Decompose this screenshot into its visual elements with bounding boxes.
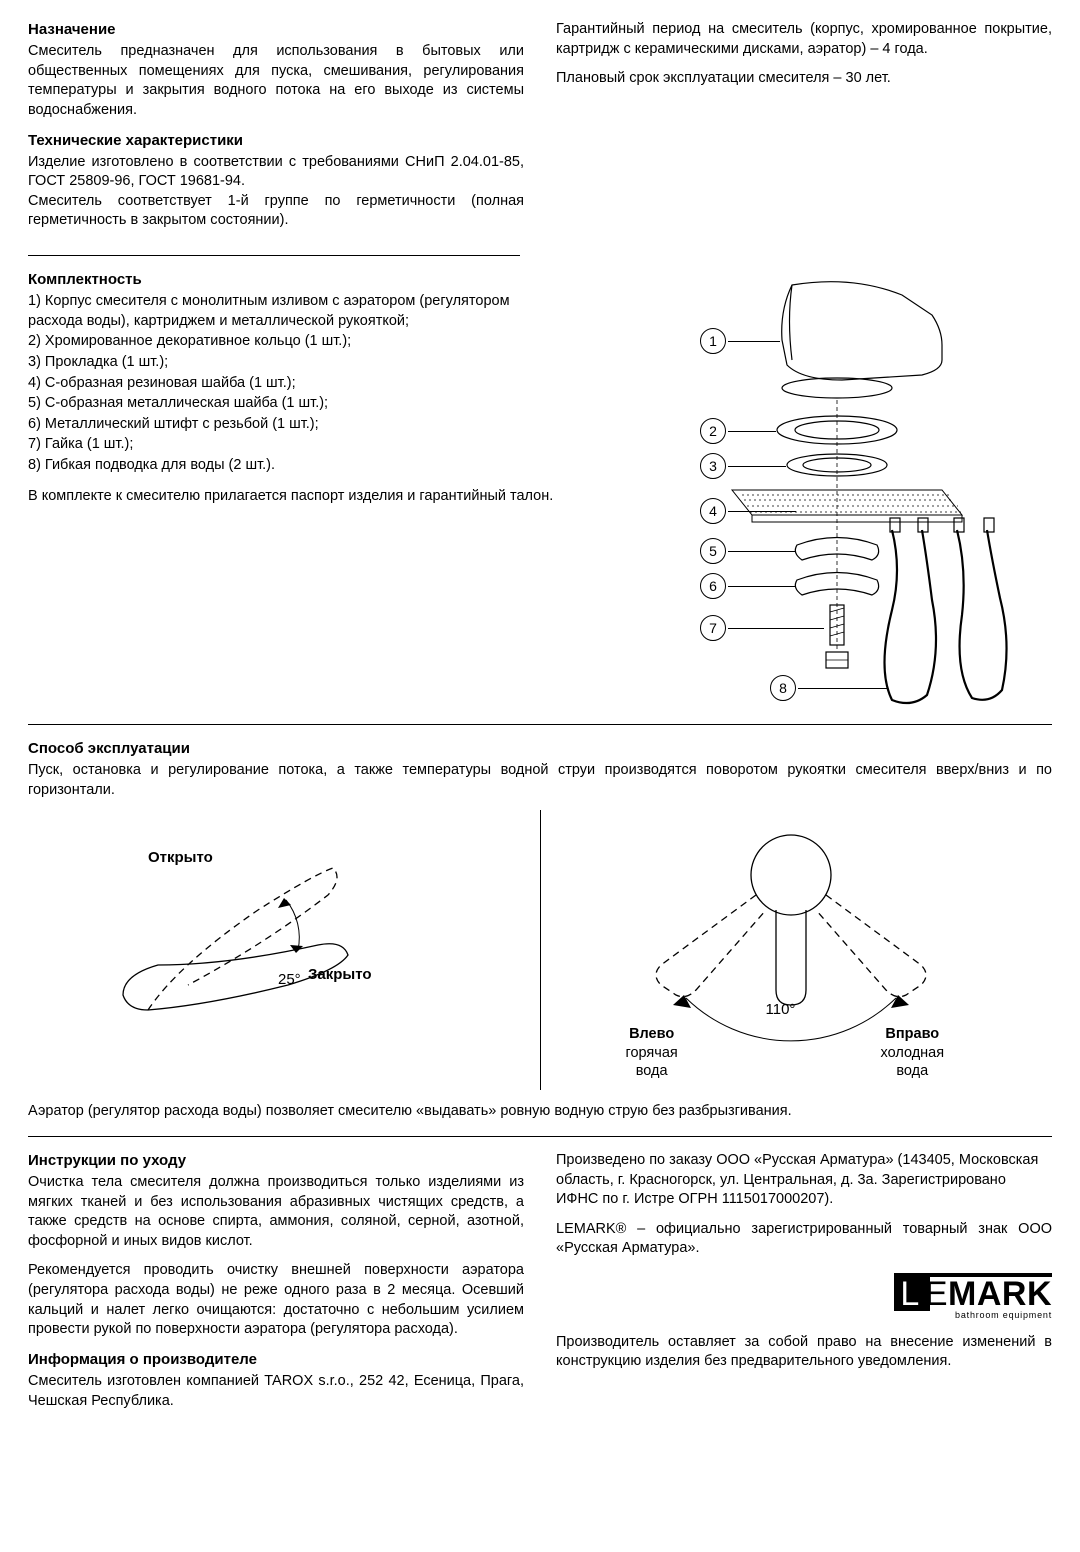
callout-line [728, 341, 780, 342]
text-care-2: Рекомендуется проводить очистку внешней … [28, 1261, 524, 1339]
callout-1: 1 [700, 328, 726, 354]
operation-diagrams: Открыто 25° Закрыто [28, 810, 1052, 1090]
heading-purpose: Назначение [28, 20, 524, 40]
text-purpose: Смеситель предназначен для использования… [28, 42, 524, 120]
section-operation: Способ эксплуатации Пуск, остановка и ре… [28, 739, 1052, 1122]
list-item: 8) Гибкая подводка для воды (2 шт.). [28, 456, 560, 476]
text-care-1: Очистка тела смесителя должна производит… [28, 1173, 524, 1251]
col-order-info: Произведено по заказу ООО «Русская Армат… [556, 1151, 1052, 1411]
logo-mark: MARK [948, 1275, 1052, 1313]
label-open: Открыто [148, 848, 213, 868]
list-item: 2) Хромированное декоративное кольцо (1 … [28, 332, 560, 352]
label-left-hot: Влево горячая вода [626, 1025, 678, 1079]
list-item: 5) С-образная металлическая шайба (1 шт.… [28, 394, 560, 414]
divider [28, 724, 1052, 725]
callout-line [728, 466, 786, 467]
label-left-title: Влево [626, 1025, 678, 1043]
heading-completeness: Комплектность [28, 270, 560, 290]
callout-line [728, 431, 776, 432]
exploded-diagram: 1 2 3 4 5 6 7 8 [592, 270, 1052, 710]
text-operation: Пуск, остановка и регулирование потока, … [28, 761, 1052, 800]
lemark-logo: LEMARK bathroom equipment [894, 1273, 1052, 1325]
diagram-horizontal: 110° Влево горячая вода Вправо холодная … [541, 810, 1053, 1090]
label-angle-v: 25° [278, 970, 301, 990]
text-trademark: LEMARK® – официально зарегистрированный … [556, 1220, 1052, 1259]
callout-2: 2 [700, 418, 726, 444]
col-care: Инструкции по уходу Очистка тела смесите… [28, 1151, 524, 1411]
text-aerator: Аэратор (регулятор расхода воды) позволя… [28, 1102, 1052, 1122]
text-passport-note: В комплекте к смесителю прилагается пасп… [28, 487, 560, 507]
list-item: 7) Гайка (1 шт.); [28, 435, 560, 455]
callout-8: 8 [770, 675, 796, 701]
label-angle-h: 110° [766, 1000, 796, 1020]
divider [28, 1136, 1052, 1137]
text-tech-1: Изделие изготовлено в соответствии с тре… [28, 153, 524, 192]
text-service-life: Плановый срок эксплуатации смесителя – 3… [556, 69, 1052, 89]
text-maker: Смеситель изготовлен компанией TAROX s.r… [28, 1372, 524, 1411]
label-right-sub: холодная вода [881, 1045, 945, 1079]
label-left-sub: горячая вода [626, 1045, 678, 1079]
heading-care: Инструкции по уходу [28, 1151, 524, 1171]
callout-7: 7 [700, 615, 726, 641]
callout-3: 3 [700, 453, 726, 479]
section-completeness: Комплектность 1) Корпус смесителя с моно… [28, 270, 1052, 710]
callout-6: 6 [700, 573, 726, 599]
callout-line [798, 688, 888, 689]
callout-line [728, 628, 824, 629]
callout-line [728, 511, 796, 512]
heading-maker: Информация о производителе [28, 1350, 524, 1370]
list-item: 3) Прокладка (1 шт.); [28, 353, 560, 373]
list-item: 1) Корпус смесителя с монолитным изливом… [28, 292, 560, 331]
col-exploded-diagram: 1 2 3 4 5 6 7 8 [592, 270, 1052, 710]
handle-vertical-svg [28, 810, 528, 1090]
text-tech-2: Смеситель соответствует 1-й группе по ге… [28, 192, 524, 231]
label-right-cold: Вправо холодная вода [881, 1025, 945, 1079]
list-item: 6) Металлический штифт с резьбой (1 шт.)… [28, 415, 560, 435]
list-item: 4) С-образная резиновая шайба (1 шт.); [28, 374, 560, 394]
callout-line [728, 586, 796, 587]
col-right: Гарантийный период на смеситель (корпус,… [556, 20, 1052, 241]
parts-list: 1) Корпус смесителя с монолитным изливом… [28, 292, 560, 475]
section-care-maker: Инструкции по уходу Очистка тела смесите… [28, 1151, 1052, 1411]
diagram-vertical: Открыто 25° Закрыто [28, 810, 541, 1090]
logo-letter-e: E [925, 1275, 948, 1313]
heading-operation: Способ эксплуатации [28, 739, 1052, 759]
col-parts-list: Комплектность 1) Корпус смесителя с моно… [28, 270, 560, 710]
col-left: Назначение Смеситель предназначен для ис… [28, 20, 524, 241]
divider [28, 255, 520, 256]
section-purpose-tech: Назначение Смеситель предназначен для ис… [28, 20, 1052, 241]
text-warranty: Гарантийный период на смеситель (корпус,… [556, 20, 1052, 59]
faucet-exploded-svg [592, 270, 1052, 710]
handle-horizontal-svg [541, 810, 1041, 1090]
text-disclaimer: Производитель оставляет за собой право н… [556, 1333, 1052, 1372]
logo-letter-l: L [894, 1275, 924, 1313]
heading-tech: Технические характеристики [28, 131, 524, 151]
label-closed: Закрыто [308, 965, 372, 985]
text-order: Произведено по заказу ООО «Русская Армат… [556, 1151, 1052, 1210]
label-right-title: Вправо [881, 1025, 945, 1043]
callout-line [728, 551, 796, 552]
callout-4: 4 [700, 498, 726, 524]
callout-5: 5 [700, 538, 726, 564]
